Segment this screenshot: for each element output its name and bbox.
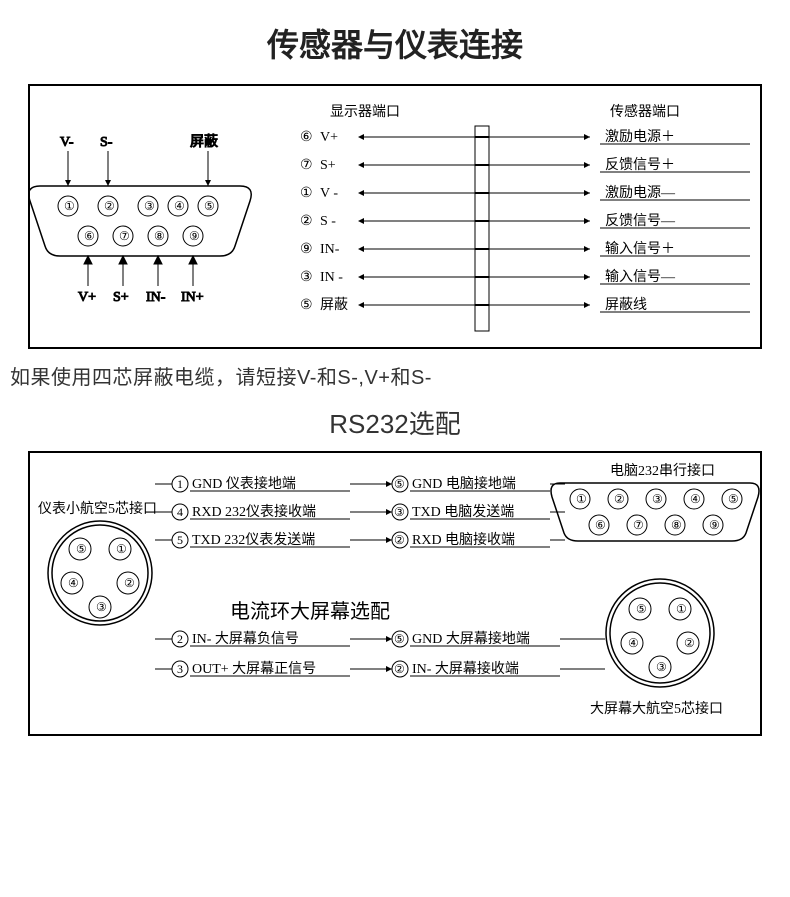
sensor-desc: 激励电源＋ — [605, 128, 675, 145]
rs232-panel: 仪表小航空5芯接口 ⑤ ① ④ ② ③ 1 GND 仪表接地端 ⑤ GND 电脑接地端… — [28, 451, 762, 736]
svg-text:①: ① — [64, 199, 75, 213]
loop-section-title: 电流环大屏幕选配 — [230, 600, 390, 623]
svg-text:④: ④ — [690, 492, 701, 506]
signal-name: 屏蔽 — [320, 297, 348, 313]
svg-text:⑤: ⑤ — [394, 632, 405, 646]
sensor-desc: 激励电源— — [605, 184, 676, 201]
db9-pin-row-bottom: ⑥ ⑦ ⑧ ⑨ — [78, 226, 203, 246]
db9-bottom-label: IN+ — [181, 290, 204, 305]
signal-name: IN- — [320, 242, 340, 257]
svg-text:⑤: ⑤ — [728, 492, 739, 506]
rs232-left-sig: TXD 232仪表发送端 — [192, 532, 315, 548]
svg-text:②: ② — [394, 533, 405, 547]
signal-name: IN - — [320, 270, 343, 285]
db9-top-label: V- — [60, 135, 74, 150]
page-title: 传感器与仪表连接 — [0, 20, 790, 66]
svg-text:②: ② — [394, 662, 405, 676]
svg-text:⑨: ⑨ — [189, 229, 200, 243]
svg-text:④: ④ — [68, 576, 79, 590]
svg-text:⑥: ⑥ — [595, 518, 606, 532]
loop-left-sig: IN- 大屏幕负信号 — [192, 631, 299, 647]
sensor-diagram: V- S- 屏蔽 ① ② ③ ④ — [30, 86, 760, 347]
left-connector-label: 仪表小航空5芯接口 — [38, 500, 157, 517]
svg-text:⑦: ⑦ — [633, 518, 644, 532]
right-circ-label: 大屏幕大航空5芯接口 — [590, 700, 723, 717]
svg-text:⑤: ⑤ — [636, 602, 647, 616]
svg-text:⑦: ⑦ — [119, 229, 130, 243]
rs232-diagram: 仪表小航空5芯接口 ⑤ ① ④ ② ③ 1 GND 仪表接地端 ⑤ GND 电脑接地端… — [30, 453, 760, 734]
svg-text:⑧: ⑧ — [671, 518, 682, 532]
signal-name: S+ — [320, 158, 336, 173]
signal-name: V+ — [320, 130, 338, 145]
db9-top-label: S- — [100, 135, 113, 150]
rs232-title: RS232选配 — [0, 404, 790, 441]
loop-left-sig: OUT+ 大屏幕正信号 — [192, 661, 316, 677]
svg-text:①: ① — [676, 602, 687, 616]
svg-text:④: ④ — [174, 199, 185, 213]
svg-text:③: ③ — [652, 492, 663, 506]
pin-num: ③ — [300, 270, 313, 285]
right-db9-label: 电脑232串行接口 — [610, 462, 715, 479]
svg-text:3: 3 — [177, 662, 183, 676]
db9-top-label: 屏蔽 — [190, 134, 218, 150]
svg-text:②: ② — [124, 576, 135, 590]
svg-text:⑨: ⑨ — [709, 518, 720, 532]
svg-text:③: ③ — [96, 600, 107, 614]
sensor-port-header: 传感器端口 — [610, 103, 680, 120]
shield-cable-note: 如果使用四芯屏蔽电缆，请短接V-和S-,V+和S- — [10, 361, 782, 390]
svg-text:③: ③ — [394, 505, 405, 519]
svg-text:2: 2 — [177, 632, 183, 646]
svg-text:⑧: ⑧ — [154, 229, 165, 243]
sensor-desc: 输入信号— — [605, 269, 676, 285]
rs232-right-sig: RXD 电脑接收端 — [412, 531, 515, 548]
rs232-right-sig: GND 电脑接地端 — [412, 475, 516, 492]
db9-bottom-label: S+ — [113, 290, 129, 305]
display-port-header: 显示器端口 — [330, 104, 400, 120]
pin-num: ⑨ — [300, 242, 313, 257]
rs232-right-sig: TXD 电脑发送端 — [412, 504, 514, 520]
svg-text:②: ② — [614, 492, 625, 506]
svg-text:②: ② — [104, 199, 115, 213]
loop-right-sig: IN- 大屏幕接收端 — [412, 660, 519, 677]
sensor-desc: 屏蔽线 — [605, 297, 647, 313]
db9-pin-row-top: ① ② ③ ④ ⑤ — [58, 196, 218, 216]
svg-text:⑤: ⑤ — [76, 542, 87, 556]
rs232-left-sig: GND 仪表接地端 — [192, 475, 296, 492]
rs232-left-sig: RXD 232仪表接收端 — [192, 503, 316, 520]
svg-text:5: 5 — [177, 533, 183, 547]
svg-text:1: 1 — [177, 477, 183, 491]
svg-text:①: ① — [116, 542, 127, 556]
svg-text:⑥: ⑥ — [84, 229, 95, 243]
db9-bottom-label: V+ — [78, 290, 96, 305]
svg-text:②: ② — [684, 636, 695, 650]
pin-num: ② — [300, 214, 313, 229]
db9-bottom-label: IN- — [146, 290, 166, 305]
svg-text:③: ③ — [144, 199, 155, 213]
svg-text:③: ③ — [656, 660, 667, 674]
svg-text:⑤: ⑤ — [204, 199, 215, 213]
sensor-desc: 输入信号＋ — [605, 241, 675, 257]
signal-name: V - — [320, 186, 338, 201]
pin-num: ⑦ — [300, 158, 313, 173]
signal-name: S - — [320, 214, 336, 229]
loop-right-sig: GND 大屏幕接地端 — [412, 630, 530, 647]
sensor-connector-panel: V- S- 屏蔽 ① ② ③ ④ — [28, 84, 762, 349]
pin-num: ⑥ — [300, 130, 313, 145]
pin-num: ⑤ — [300, 298, 313, 313]
svg-text:4: 4 — [177, 505, 183, 519]
pin-num: ① — [300, 186, 313, 201]
svg-text:①: ① — [576, 492, 587, 506]
svg-text:④: ④ — [628, 636, 639, 650]
sensor-desc: 反馈信号— — [605, 213, 676, 229]
svg-text:⑤: ⑤ — [394, 477, 405, 491]
sensor-desc: 反馈信号＋ — [605, 157, 675, 173]
